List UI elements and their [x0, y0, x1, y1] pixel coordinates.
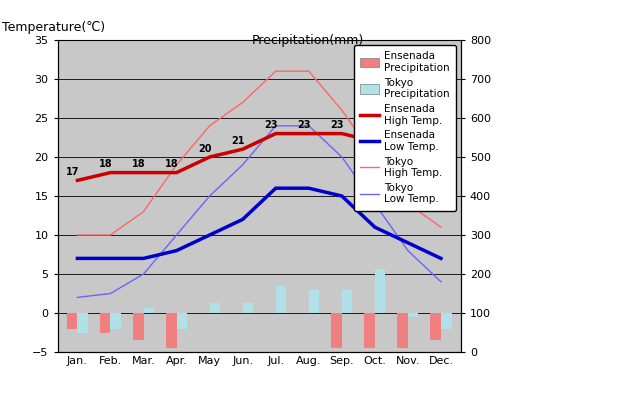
Bar	[243, 303, 253, 313]
Bar	[342, 290, 353, 313]
Bar	[408, 313, 419, 317]
Bar	[276, 286, 286, 313]
Text: 23: 23	[297, 120, 310, 130]
Y-axis label: Precipitation(mm): Precipitation(mm)	[252, 34, 364, 47]
Text: 21: 21	[231, 136, 244, 146]
Text: 17: 17	[66, 167, 79, 177]
Bar	[111, 313, 121, 329]
Bar	[143, 308, 154, 313]
Bar	[441, 313, 452, 329]
Bar	[332, 313, 342, 348]
Text: 23: 23	[264, 120, 278, 130]
Legend: Ensenada
Precipitation, Tokyo
Precipitation, Ensenada
High Temp., Ensenada
Low T: Ensenada Precipitation, Tokyo Precipitat…	[353, 45, 456, 211]
Text: 18: 18	[165, 160, 179, 170]
Text: 18: 18	[132, 160, 145, 170]
Text: 21: 21	[396, 136, 410, 146]
Bar	[166, 313, 177, 348]
Bar	[177, 313, 187, 329]
Y-axis label: Temperature(℃): Temperature(℃)	[2, 21, 105, 34]
Bar	[67, 313, 77, 329]
Bar	[308, 290, 319, 313]
Bar	[375, 268, 385, 313]
Bar	[77, 313, 88, 332]
Bar	[100, 313, 111, 332]
Text: 18: 18	[99, 160, 113, 170]
Text: 19: 19	[429, 152, 443, 162]
Bar	[210, 303, 220, 313]
Bar	[397, 313, 408, 348]
Bar	[133, 313, 143, 340]
Bar	[430, 313, 441, 340]
Text: 23: 23	[330, 120, 344, 130]
Text: 20: 20	[198, 144, 211, 154]
Text: 22: 22	[363, 128, 377, 138]
Bar	[364, 313, 375, 348]
